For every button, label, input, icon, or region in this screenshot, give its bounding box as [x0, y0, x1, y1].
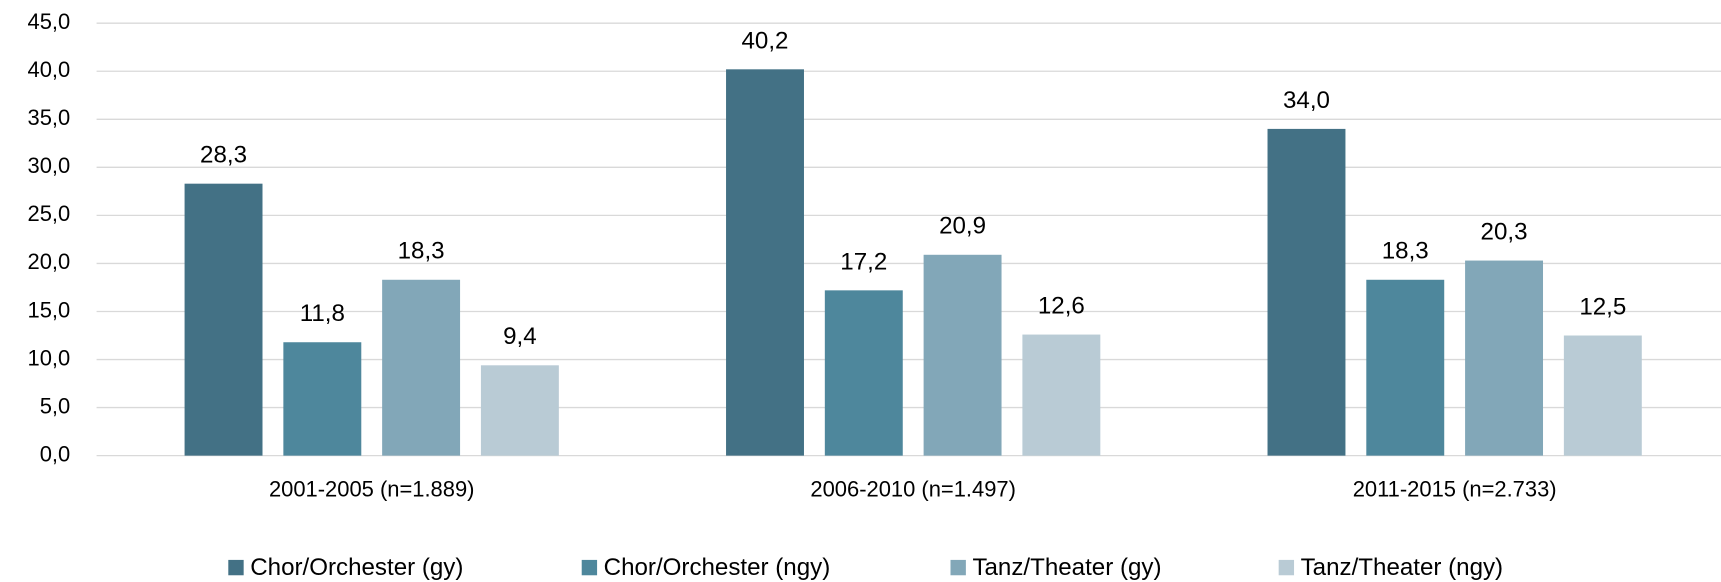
y-tick-label: 0,0	[40, 441, 70, 466]
data-label: 18,3	[1382, 238, 1429, 265]
data-label: 17,2	[840, 248, 887, 275]
data-label: 12,6	[1038, 292, 1085, 319]
legend-label: Tanz/Theater (ngy)	[1301, 554, 1503, 581]
y-tick-label: 30,0	[28, 153, 71, 178]
bar	[726, 69, 804, 456]
y-tick-label: 20,0	[28, 249, 71, 274]
data-label: 12,5	[1579, 293, 1626, 320]
y-tick-label: 25,0	[28, 201, 71, 226]
legend-swatch	[228, 559, 244, 576]
bar	[824, 290, 903, 456]
data-label: 20,3	[1481, 218, 1528, 245]
bar	[283, 342, 362, 456]
data-label: 18,3	[398, 238, 445, 265]
y-tick-label: 10,0	[28, 345, 71, 370]
data-label: 28,3	[200, 142, 247, 169]
data-label: 40,2	[742, 27, 789, 54]
legend-label: Chor/Orchester (ngy)	[604, 554, 831, 581]
bar	[1366, 279, 1445, 456]
legend-swatch	[1278, 559, 1295, 576]
x-tick-label: 2011-2015 (n=2.733)	[1353, 477, 1557, 502]
data-label: 20,9	[939, 213, 986, 240]
y-tick-label: 5,0	[40, 393, 70, 418]
data-label: 34,0	[1283, 87, 1330, 114]
legend-swatch	[581, 559, 598, 576]
y-tick-label: 35,0	[28, 105, 71, 130]
x-tick-label: 2001-2005 (n=1.889)	[269, 477, 475, 502]
legend-label: Tanz/Theater (gy)	[972, 554, 1161, 581]
data-label: 11,8	[300, 300, 345, 327]
bar	[923, 254, 1002, 456]
bar	[480, 365, 559, 456]
legend-label: Chor/Orchester (gy)	[250, 554, 463, 581]
x-tick-label: 2006-2010 (n=1.497)	[810, 477, 1016, 502]
bar	[184, 183, 263, 456]
data-label: 9,4	[503, 323, 537, 350]
bar	[1563, 335, 1642, 456]
y-tick-label: 40,0	[28, 57, 71, 82]
y-tick-label: 45,0	[28, 9, 71, 34]
bar	[1022, 334, 1101, 456]
legend-swatch	[950, 559, 966, 576]
y-tick-label: 15,0	[28, 297, 71, 322]
bar	[1465, 260, 1544, 456]
bar	[382, 279, 461, 456]
bar	[1267, 128, 1346, 456]
